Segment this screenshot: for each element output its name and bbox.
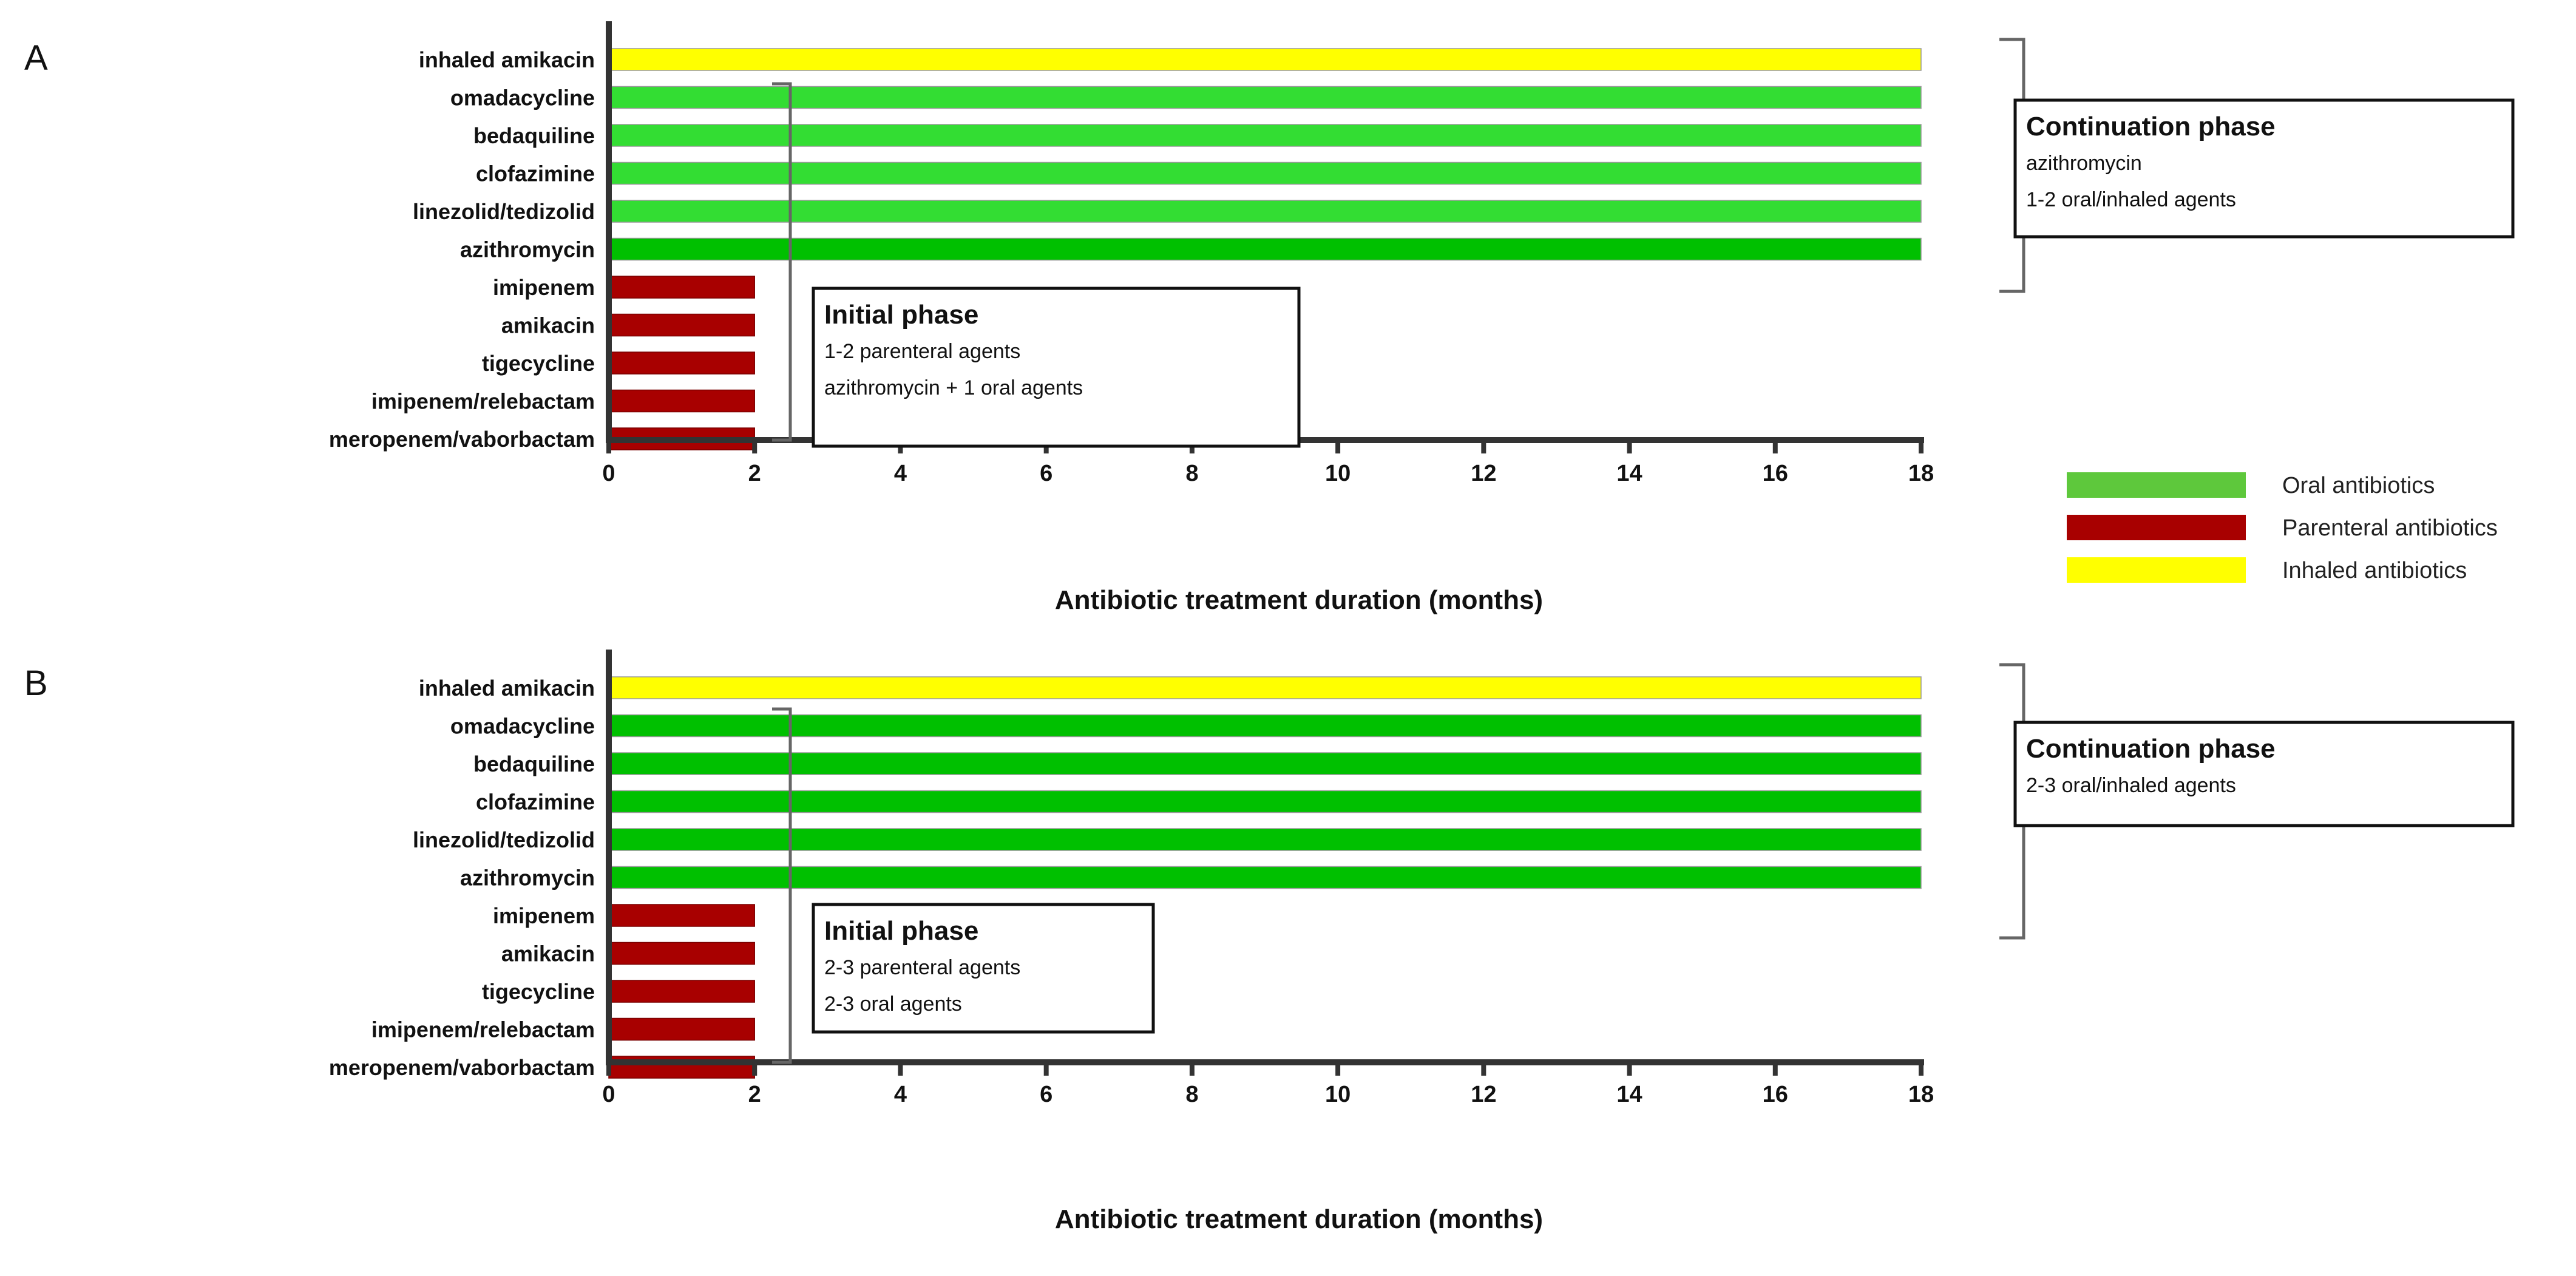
panel-b-category-label-omadacycline: omadacycline xyxy=(450,714,595,739)
panel-b: B Antibiotic treatment duration (months)… xyxy=(24,650,2515,1234)
panel-a-x-tick-label-6: 6 xyxy=(1040,461,1052,486)
panel-b-bar-imipenem xyxy=(608,904,755,927)
panel-b-bar-omadacycline xyxy=(608,714,1922,738)
panel-b-initial-phase-title: Initial phase xyxy=(824,916,978,946)
panel-b-bar-bedaquiline xyxy=(608,752,1922,775)
panel-b-bar-imipenem-relebactam xyxy=(608,1017,755,1041)
panel-a-bar-linezolid-tedizolid xyxy=(608,200,1922,223)
legend-label-parenteral: Parenteral antibiotics xyxy=(2282,515,2498,541)
legend: Oral antibiotics Parenteral antibiotics … xyxy=(2067,472,2498,583)
panel-b-bar-clofazimine xyxy=(608,790,1922,813)
panel-a-bar-imipenem xyxy=(608,276,755,299)
panel-b-initial-phase-box xyxy=(812,903,1155,1034)
panel-b-category-label-azithromycin: azithromycin xyxy=(460,866,595,891)
panel-a-category-label-tigecycline: tigecycline xyxy=(482,351,595,376)
legend-swatch-oral xyxy=(2067,472,2246,498)
panel-b-x-tick-label-0: 0 xyxy=(602,1082,615,1107)
panel-b-continuation-phase-title: Continuation phase xyxy=(2026,734,2276,764)
panel-a-x-tick-label-10: 10 xyxy=(1325,461,1351,486)
panel-b-x-tick-label-18: 18 xyxy=(1908,1082,1934,1107)
panel-a-bar-clofazimine xyxy=(608,161,1922,185)
panel-a-category-label-omadacycline: omadacycline xyxy=(450,86,595,110)
panel-b-bar-inhaled-amikacin xyxy=(608,676,1922,699)
panel-a-category-label-linezolid-tedizolid: linezolid/tedizolid xyxy=(413,199,595,224)
panel-a-bar-amikacin xyxy=(608,313,755,337)
panel-a-category-label-amikacin: amikacin xyxy=(501,313,595,338)
panel-b-category-label-meropenem-vaborbactam: meropenem/vaborbactam xyxy=(329,1055,595,1080)
panel-b-continuation-phase-box xyxy=(2013,721,2515,827)
panel-a-initial-phase-bracket xyxy=(772,82,792,442)
panel-a-bar-omadacycline xyxy=(608,86,1922,109)
panel-a-bar-tigecycline xyxy=(608,351,755,375)
panel-a-x-axis-title: Antibiotic treatment duration (months) xyxy=(1055,585,1543,615)
panel-b-bar-azithromycin xyxy=(608,866,1922,889)
panel-a: A Antibiotic treatment duration (months)… xyxy=(24,21,2515,615)
panel-a-continuation-phase-line-2: 1-2 oral/inhaled agents xyxy=(2026,188,2236,211)
panel-a-category-label-clofazimine: clofazimine xyxy=(476,161,595,186)
legend-swatch-inhaled xyxy=(2067,557,2246,583)
panel-b-x-tick-label-2: 2 xyxy=(748,1082,761,1107)
panel-b-category-label-bedaquiline: bedaquiline xyxy=(473,752,595,776)
panel-b-category-label-clofazimine: clofazimine xyxy=(476,790,595,815)
panel-a-category-label-bedaquiline: bedaquiline xyxy=(473,123,595,148)
panel-a-bar-azithromycin xyxy=(608,237,1922,261)
panel-b-category-label-amikacin: amikacin xyxy=(501,942,595,966)
panel-b-x-axis-title: Antibiotic treatment duration (months) xyxy=(1055,1204,1543,1234)
panel-b-x-tick-label-10: 10 xyxy=(1325,1082,1351,1107)
panel-a-initial-phase-line-1: 1-2 parenteral agents xyxy=(824,340,1020,363)
panel-b-x-tick-label-12: 12 xyxy=(1471,1082,1496,1107)
panel-b-bar-tigecycline xyxy=(608,980,755,1003)
panel-a-continuation-phase-line-1: azithromycin xyxy=(2026,152,2142,175)
panel-b-category-label-imipenem: imipenem xyxy=(493,903,595,928)
panel-b-x-tick-label-16: 16 xyxy=(1763,1082,1788,1107)
panel-a-x-tick-label-4: 4 xyxy=(894,461,907,486)
panel-b-bar-linezolid-tedizolid xyxy=(608,828,1922,851)
panel-a-initial-phase-line-2: azithromycin + 1 oral agents xyxy=(824,376,1083,399)
panel-b-bar-amikacin xyxy=(608,942,755,965)
panel-a-bar-imipenem-relebactam xyxy=(608,389,755,413)
panel-a-x-tick-label-18: 18 xyxy=(1908,461,1934,486)
panel-a-category-label-meropenem-vaborbactam: meropenem/vaborbactam xyxy=(329,427,595,452)
panel-b-x-tick-label-14: 14 xyxy=(1616,1082,1642,1107)
panel-b-letter: B xyxy=(24,663,48,703)
panel-b-initial-phase-bracket xyxy=(772,707,792,1064)
panel-b-initial-phase-line-2: 2-3 oral agents xyxy=(824,993,962,1016)
panel-b-x-tick-label-4: 4 xyxy=(894,1082,907,1107)
panel-a-bar-inhaled-amikacin xyxy=(608,48,1922,71)
panel-a-initial-phase-box xyxy=(812,287,1301,448)
panel-a-letter: A xyxy=(24,38,48,78)
panel-b-x-tick-label-6: 6 xyxy=(1040,1082,1052,1107)
panel-a-x-tick-label-2: 2 xyxy=(748,461,761,486)
panel-a-continuation-phase-title: Continuation phase xyxy=(2026,112,2276,141)
panel-a-bar-bedaquiline xyxy=(608,124,1922,147)
panel-b-category-label-linezolid-tedizolid: linezolid/tedizolid xyxy=(413,827,595,852)
panel-b-initial-phase-line-1: 2-3 parenteral agents xyxy=(824,956,1020,979)
panel-a-category-label-inhaled-amikacin: inhaled amikacin xyxy=(419,47,595,72)
panel-b-x-tick-label-8: 8 xyxy=(1185,1082,1198,1107)
panel-a-category-label-azithromycin: azithromycin xyxy=(460,237,595,262)
legend-swatch-parenteral xyxy=(2067,515,2246,540)
panel-b-category-label-imipenem-relebactam: imipenem/relebactam xyxy=(371,1017,595,1042)
panel-b-category-label-inhaled-amikacin: inhaled amikacin xyxy=(419,676,595,701)
panel-a-category-label-imipenem: imipenem xyxy=(493,275,595,300)
panel-a-x-tick-label-14: 14 xyxy=(1616,461,1642,486)
panel-a-continuation-phase-box xyxy=(2013,98,2515,239)
legend-label-oral: Oral antibiotics xyxy=(2282,473,2435,498)
panel-a-x-tick-label-16: 16 xyxy=(1763,461,1788,486)
panel-a-initial-phase-title: Initial phase xyxy=(824,300,978,330)
panel-b-category-label-tigecycline: tigecycline xyxy=(482,979,595,1004)
panel-a-x-tick-label-0: 0 xyxy=(602,461,615,486)
panel-a-x-tick-label-8: 8 xyxy=(1185,461,1198,486)
panel-b-continuation-phase-line-1: 2-3 oral/inhaled agents xyxy=(2026,774,2236,797)
panel-a-x-tick-label-12: 12 xyxy=(1471,461,1496,486)
panel-a-category-label-imipenem-relebactam: imipenem/relebactam xyxy=(371,389,595,414)
legend-label-inhaled: Inhaled antibiotics xyxy=(2282,558,2467,583)
